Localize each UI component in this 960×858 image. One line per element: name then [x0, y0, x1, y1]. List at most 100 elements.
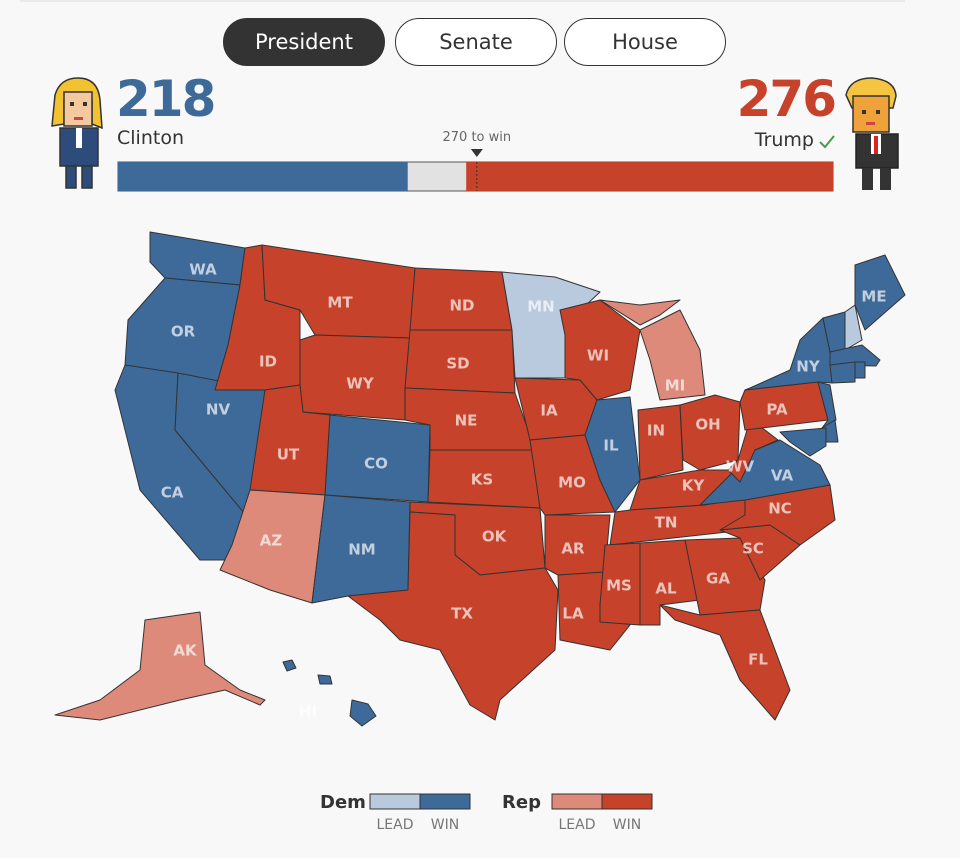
state-label: ND: [449, 297, 474, 315]
state: [559, 299, 641, 401]
state: [404, 329, 516, 394]
state: [699, 439, 831, 506]
state-label: TN: [655, 514, 678, 532]
state-label: LA: [562, 605, 584, 623]
legend-swatch: [601, 793, 653, 810]
candidate-name: Clinton: [117, 127, 184, 149]
state-label: WV: [726, 458, 755, 476]
state-label: NM: [348, 541, 375, 559]
state: [347, 511, 559, 721]
state-label: ID: [259, 353, 277, 371]
state-label: GA: [706, 570, 730, 588]
state-label: MO: [558, 474, 586, 492]
state: [404, 387, 536, 451]
state: [249, 384, 331, 496]
legend-swatch: [369, 793, 421, 810]
state: [54, 611, 266, 721]
candidate-name: Trump: [754, 129, 814, 151]
state: [324, 414, 431, 503]
state: [639, 309, 706, 401]
state: [719, 484, 836, 546]
state-label: AK: [173, 642, 198, 660]
state: [679, 394, 741, 471]
state: [817, 381, 837, 429]
state: [719, 524, 801, 581]
state-label: HI: [299, 703, 317, 721]
state: [149, 231, 246, 286]
state: [409, 501, 546, 576]
legend-swatch: [551, 793, 603, 810]
state-label: CA: [161, 484, 184, 502]
state: [829, 344, 881, 367]
state-label: VA: [771, 467, 794, 485]
state-label: IN: [647, 422, 665, 440]
state: [629, 469, 746, 511]
state: [557, 571, 631, 651]
state-label: KS: [471, 471, 493, 489]
state: [427, 449, 541, 509]
tab[interactable]: President: [223, 18, 385, 66]
bar-track: [117, 161, 834, 192]
state: [822, 311, 846, 353]
state: [609, 494, 761, 546]
state: [727, 419, 779, 483]
state: [599, 542, 641, 626]
state: [739, 381, 829, 431]
legend-label: WIN: [613, 817, 641, 833]
state: [501, 271, 601, 379]
state: [124, 277, 241, 391]
state-label: NV: [206, 401, 231, 419]
state: [854, 361, 866, 379]
state-label: IL: [603, 437, 619, 455]
bar-segment: [118, 162, 408, 191]
legend-party: Dem: [320, 792, 366, 813]
state: [544, 514, 611, 576]
clinton-avatar: [51, 77, 103, 189]
state: [599, 299, 681, 326]
state-label: UT: [277, 446, 300, 464]
state: [744, 317, 833, 391]
bar-segment: [466, 162, 833, 191]
state-label: OH: [695, 416, 720, 434]
state-label: TX: [451, 605, 473, 623]
state: [261, 244, 416, 339]
state-label: CO: [364, 455, 388, 473]
state-label: ME: [861, 288, 886, 306]
candidate-votes: 276: [737, 70, 836, 128]
legend-label: LEAD: [376, 817, 413, 833]
state: [829, 361, 856, 384]
state-label: NC: [768, 500, 792, 518]
threshold-label: 270 to win: [443, 130, 512, 145]
legend-party: Rep: [502, 792, 541, 813]
legend: Dem LEAD WIN Rep LEAD WIN: [320, 792, 653, 833]
state: [317, 674, 333, 685]
state-label: WY: [346, 375, 375, 393]
state: [282, 659, 297, 672]
tab[interactable]: House: [564, 18, 726, 66]
state-label: MN: [527, 298, 554, 316]
state-label: NY: [796, 358, 821, 376]
legend-swatch: [419, 793, 471, 810]
state: [659, 604, 791, 721]
tab[interactable]: Senate: [395, 18, 557, 66]
trump-avatar: [845, 77, 899, 190]
state: [349, 699, 377, 727]
state: [639, 539, 701, 626]
legend-label: WIN: [431, 817, 459, 833]
state: [114, 364, 251, 561]
state: [174, 372, 266, 521]
state: [854, 254, 906, 331]
state-label: OK: [482, 528, 508, 546]
state: [637, 404, 684, 481]
state: [684, 537, 766, 616]
legend-label: LEAD: [558, 817, 595, 833]
state: [584, 396, 641, 513]
winner-check: [819, 135, 835, 149]
state: [844, 304, 863, 351]
state: [779, 427, 827, 457]
state: [529, 434, 616, 516]
state: [299, 334, 411, 421]
state-label: AR: [561, 540, 585, 558]
